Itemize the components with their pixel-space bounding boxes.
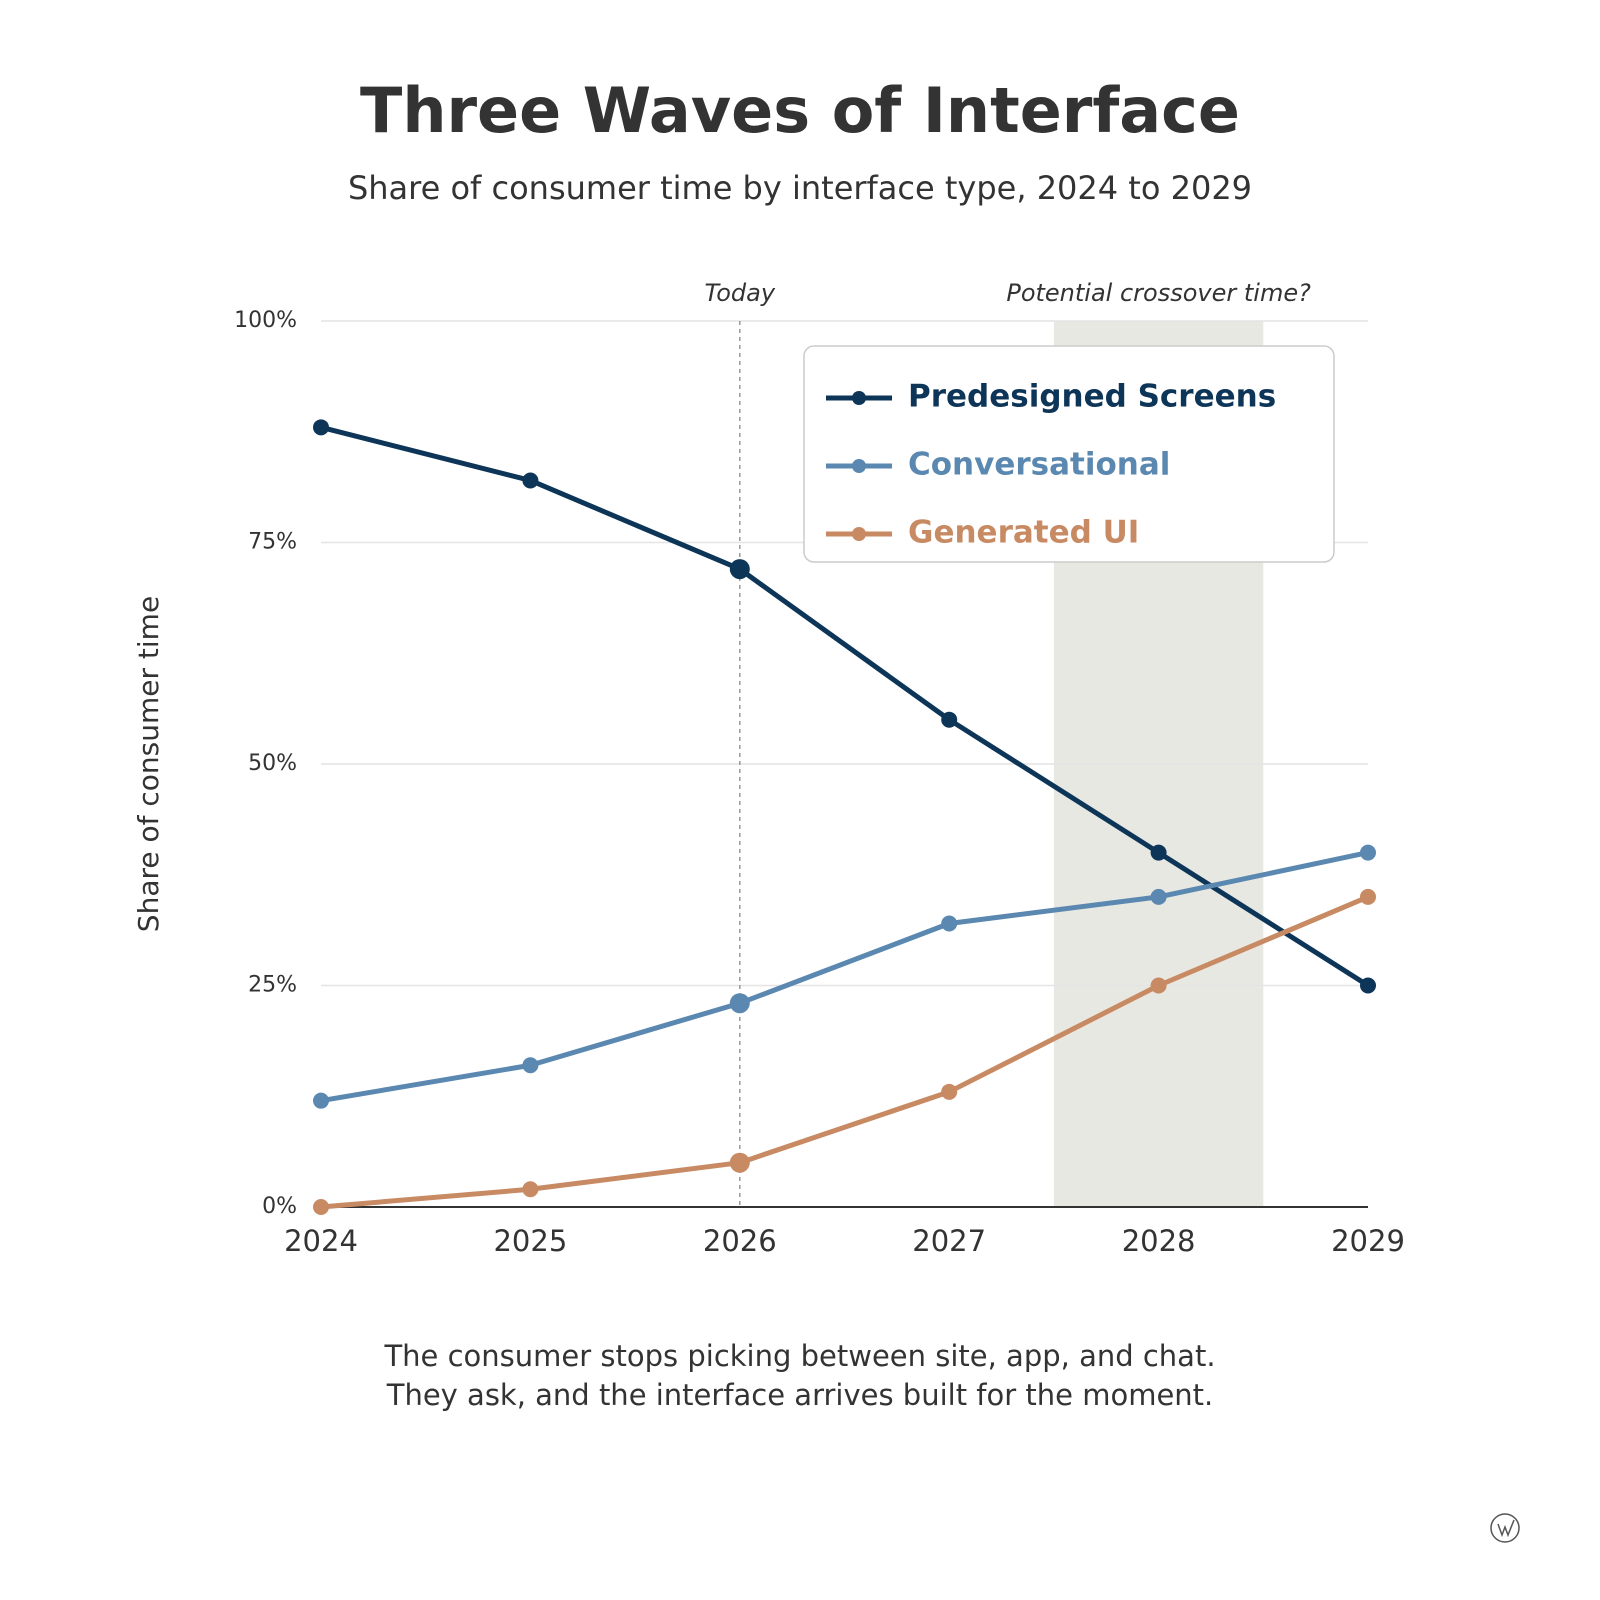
data-point <box>313 1092 329 1109</box>
data-point <box>941 1083 958 1100</box>
data-point <box>313 1199 329 1215</box>
data-point <box>522 1057 539 1074</box>
y-tick-label: 0% <box>262 1194 297 1219</box>
legend-label: Generated UI <box>908 515 1139 551</box>
x-tick-label: 2024 <box>284 1224 358 1258</box>
y-tick-label: 25% <box>248 973 297 998</box>
x-tick-label: 2027 <box>912 1224 986 1258</box>
data-point <box>522 472 539 489</box>
x-tick-label: 2025 <box>493 1224 567 1258</box>
y-tick-label: 75% <box>248 530 297 555</box>
chart-title: Three Waves of Interface <box>360 74 1240 147</box>
data-point <box>729 559 750 580</box>
legend-marker <box>852 391 866 405</box>
today-label: Today <box>705 279 776 307</box>
data-point <box>313 419 329 436</box>
y-tick-label: 100% <box>234 308 297 333</box>
data-point <box>729 1152 750 1173</box>
legend-label: Predesigned Screens <box>908 379 1276 415</box>
legend-marker <box>852 459 866 473</box>
x-tick-label: 2026 <box>703 1224 777 1258</box>
series-line <box>320 850 1369 1104</box>
chart-subtitle: Share of consumer time by interface type… <box>348 169 1252 207</box>
data-point <box>1150 844 1167 861</box>
x-tick-label: 2029 <box>1331 1224 1405 1258</box>
legend-box <box>803 345 1335 563</box>
y-tick-label: 50% <box>248 751 297 776</box>
data-point <box>1360 844 1376 861</box>
data-point <box>941 915 958 932</box>
watermark <box>1490 1513 1520 1543</box>
data-point <box>522 1181 539 1198</box>
data-point <box>1360 977 1376 994</box>
caption-line: The consumer stops picking between site,… <box>383 1339 1215 1373</box>
data-point <box>1150 977 1167 994</box>
caption-line: They ask, and the interface arrives buil… <box>386 1378 1214 1412</box>
x-tick-label: 2028 <box>1122 1224 1196 1258</box>
data-point <box>941 711 958 728</box>
data-point <box>1150 888 1167 905</box>
series-line <box>320 424 1370 988</box>
y-axis-label: Share of consumer time <box>132 596 165 932</box>
legend-marker <box>852 527 866 541</box>
series-line <box>320 894 1369 1210</box>
data-point <box>1360 888 1376 905</box>
region-label: Potential crossover time? <box>1006 279 1311 307</box>
data-point <box>729 993 750 1014</box>
legend-label: Conversational <box>908 447 1170 483</box>
